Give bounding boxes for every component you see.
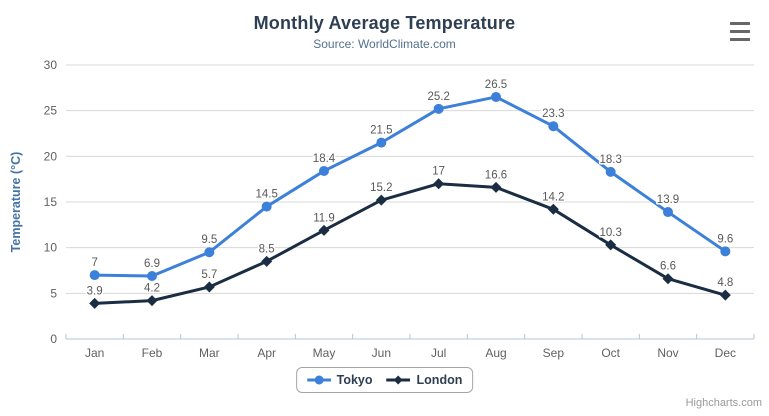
x-axis-category-label: Aug — [485, 346, 506, 360]
point-tokyo-apr[interactable] — [261, 201, 272, 212]
series-tokyo: 7 6.9 9.5 14.5 18.4 21.5 25.2 26.5 23.3 18.3 13.9 9… — [89, 77, 735, 281]
legend-label-london: London — [416, 373, 463, 387]
series-line-london[interactable] — [93, 182, 727, 305]
data-label-tokyo-feb: 6.9 — [144, 258, 160, 270]
data-label-tokyo-sep: 23.3 — [542, 108, 564, 120]
x-axis-category-label: Nov — [657, 346, 678, 360]
point-london-sep[interactable] — [547, 203, 559, 215]
x-axis-category-label: Dec — [715, 346, 736, 360]
point-tokyo-oct[interactable] — [605, 166, 616, 177]
point-london-aug[interactable] — [490, 181, 502, 193]
legend: Tokyo London — [295, 367, 474, 393]
point-london-jun[interactable] — [375, 194, 387, 206]
x-axis-category-label: May — [313, 346, 336, 360]
data-label-london-feb: 4.2 — [144, 283, 160, 295]
point-london-oct[interactable] — [605, 239, 617, 251]
x-axis-category-label: Jun — [372, 346, 391, 360]
point-tokyo-jan[interactable] — [89, 270, 100, 281]
credits-link[interactable]: Highcharts.com — [685, 397, 762, 409]
point-tokyo-dec[interactable] — [720, 246, 731, 257]
data-label-tokyo-nov: 13.9 — [657, 194, 679, 206]
x-axis-category-label: Jan — [85, 346, 104, 360]
data-label-tokyo-dec: 9.6 — [717, 233, 733, 245]
x-axis-category-label: Feb — [142, 346, 163, 360]
point-london-mar[interactable] — [203, 281, 215, 293]
point-london-feb[interactable] — [146, 295, 158, 307]
point-tokyo-jun[interactable] — [376, 137, 387, 148]
data-label-london-jun: 15.2 — [370, 182, 392, 194]
x-axis-category-label: Mar — [199, 346, 220, 360]
series-line-tokyo[interactable] — [93, 95, 727, 278]
data-label-london-aug: 16.6 — [485, 169, 507, 181]
data-label-tokyo-jul: 25.2 — [427, 91, 449, 103]
data-label-london-nov: 6.6 — [660, 261, 676, 273]
point-london-apr[interactable] — [261, 255, 273, 267]
point-tokyo-may[interactable] — [319, 165, 329, 176]
y-axis-title: Temperature (°C) — [9, 152, 23, 253]
point-tokyo-feb[interactable] — [147, 270, 157, 281]
x-axis-category-label: Oct — [601, 346, 620, 360]
data-label-london-oct: 10.3 — [599, 227, 621, 239]
series-london: 3.9 4.2 5.7 8.5 11.9 15.2 17 16.6 14.2 10.3 6.6 4.8 — [85, 164, 735, 309]
chart-title: Monthly Average Temperature — [253, 13, 516, 33]
data-label-tokyo-apr: 14.5 — [255, 189, 277, 201]
y-axis-tick-label: 5 — [50, 286, 57, 300]
data-label-london-may: 11.9 — [313, 212, 335, 224]
diamond-marker-icon — [386, 375, 411, 385]
data-label-london-dec: 4.8 — [717, 277, 733, 289]
y-axis-tick-label: 0 — [50, 332, 57, 346]
data-label-london-mar: 5.7 — [201, 269, 217, 281]
legend-label-tokyo: Tokyo — [336, 373, 373, 387]
point-london-may[interactable] — [318, 224, 330, 236]
y-axis-tick-label: 15 — [44, 195, 58, 209]
y-axis-tick-label: 25 — [44, 104, 58, 118]
y-axis-tick-label: 20 — [44, 149, 58, 163]
data-label-london-apr: 8.5 — [259, 243, 275, 255]
x-axis-category-label: Sep — [543, 346, 565, 360]
chart-context-menu-button[interactable] — [730, 19, 754, 43]
data-label-tokyo-jan: 7 — [91, 257, 97, 269]
data-label-tokyo-jun: 21.5 — [370, 125, 392, 137]
circle-marker-icon — [306, 375, 331, 385]
legend-item-tokyo[interactable]: Tokyo — [306, 373, 373, 387]
point-tokyo-sep[interactable] — [548, 121, 559, 132]
point-tokyo-aug[interactable] — [491, 91, 501, 102]
y-axis-tick-label: 30 — [44, 58, 58, 72]
point-tokyo-jul[interactable] — [433, 103, 444, 114]
data-label-london-sep: 14.2 — [542, 191, 564, 203]
x-axis-category-label: Apr — [257, 346, 276, 360]
point-tokyo-nov[interactable] — [663, 207, 673, 218]
data-label-london-jul: 17 — [432, 166, 445, 178]
point-london-dec[interactable] — [719, 289, 731, 301]
legend-item-london[interactable]: London — [386, 373, 463, 387]
x-axis-category-label: Jul — [431, 346, 446, 360]
data-label-tokyo-aug: 26.5 — [485, 79, 507, 91]
y-axis-tick-label: 10 — [44, 241, 58, 255]
data-label-tokyo-mar: 9.5 — [201, 234, 217, 246]
chart-subtitle: Source: WorldClimate.com — [313, 37, 456, 51]
point-london-jul[interactable] — [433, 178, 445, 190]
point-london-nov[interactable] — [662, 273, 674, 285]
data-label-london-jan: 3.9 — [87, 285, 103, 297]
point-london-jan[interactable] — [89, 297, 101, 309]
data-label-tokyo-may: 18.4 — [313, 153, 336, 165]
data-label-tokyo-oct: 18.3 — [599, 154, 621, 166]
point-tokyo-mar[interactable] — [204, 247, 215, 258]
